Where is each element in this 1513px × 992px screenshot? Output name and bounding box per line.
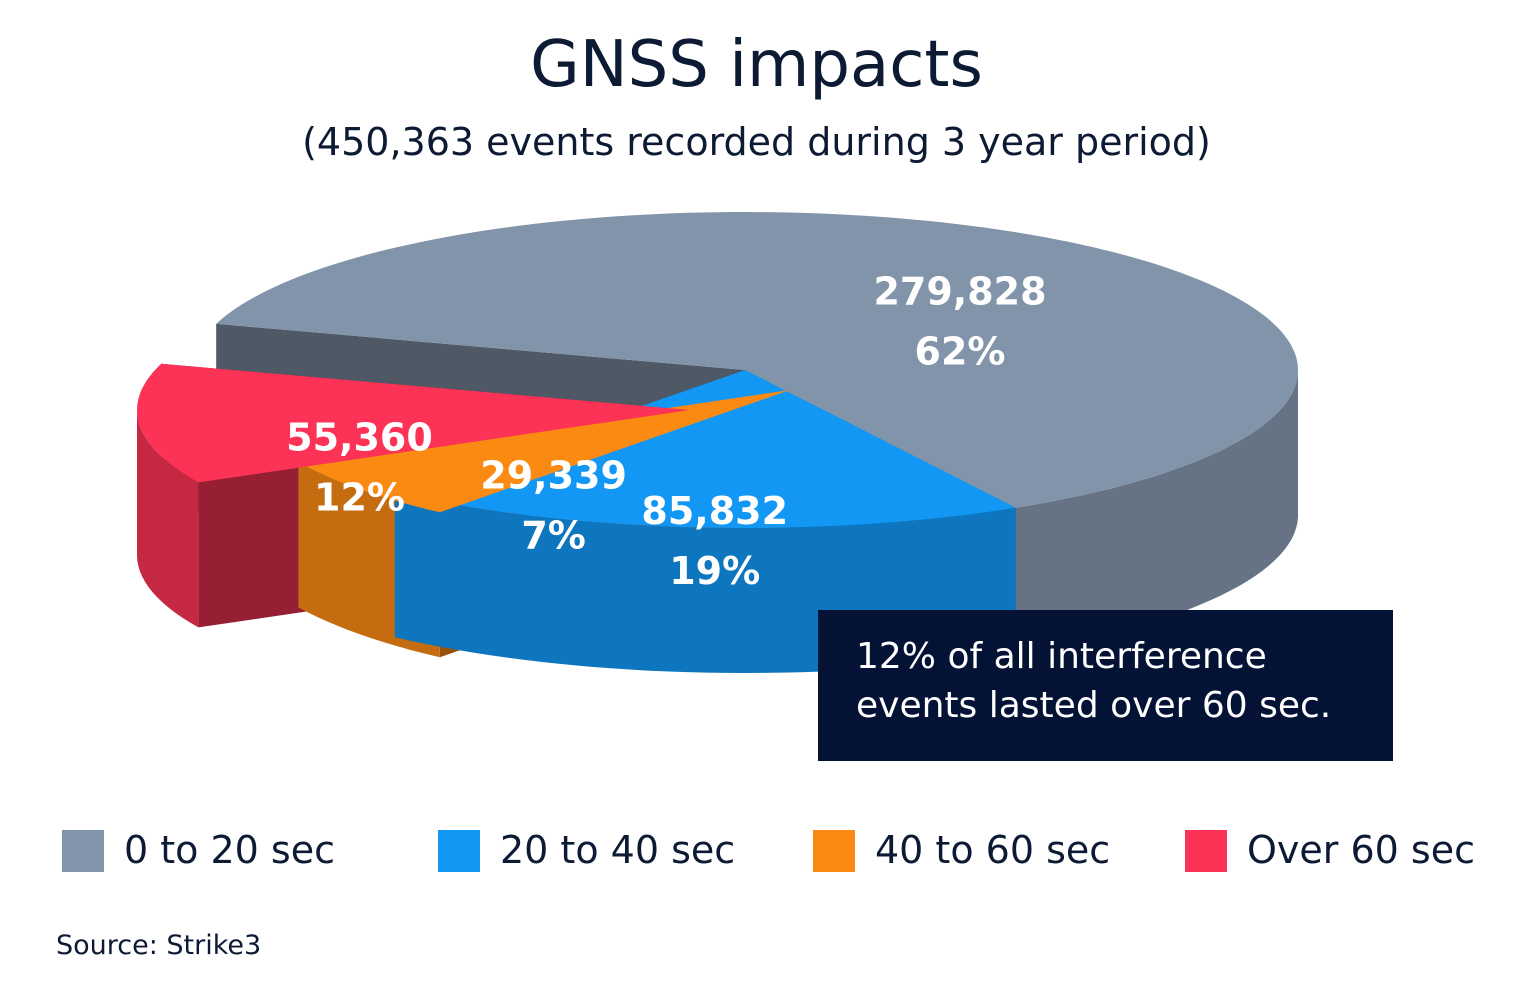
percent-label-40-to-60-sec: 7% [521, 513, 586, 557]
legend-label-0-20: 0 to 20 sec [124, 828, 335, 872]
pie-slice-20-to-40-sec [394, 370, 1016, 528]
percent-label-0-to-20-sec: 62% [915, 330, 1006, 374]
percent-label-over-60-sec: 12% [314, 476, 405, 520]
legend-label-40-60: 40 to 60 sec [875, 828, 1111, 872]
value-label-20-to-40-sec: 85,832 [641, 489, 788, 533]
legend-label-20-40: 20 to 40 sec [500, 828, 736, 872]
pie-slice-40-to-60-sec [298, 390, 790, 513]
legend-swatch-20-40 [438, 830, 480, 872]
value-label-40-to-60-sec: 29,339 [480, 453, 627, 497]
callout-line-1: 12% of all interference [856, 636, 1267, 677]
legend-label-over-60: Over 60 sec [1247, 828, 1475, 872]
legend: 0 to 20 sec 20 to 40 sec 40 to 60 sec Ov… [0, 826, 1513, 874]
callout-box: 12% of all interference events lasted ov… [818, 610, 1393, 761]
pie-slice-over-60-sec [137, 363, 690, 483]
legend-swatch-over-60 [1185, 830, 1227, 872]
callout-line-2: events lasted over 60 sec. [856, 685, 1332, 726]
percent-label-20-to-40-sec: 19% [669, 549, 760, 593]
source-note: Source: Strike3 [56, 930, 262, 961]
value-label-0-to-20-sec: 279,828 [873, 270, 1046, 314]
legend-swatch-0-20 [62, 830, 104, 872]
chart-subtitle: (450,363 events recorded during 3 year p… [302, 120, 1211, 164]
pie-rim-0-to-20-sec [1015, 372, 1298, 653]
value-label-over-60-sec: 55,360 [286, 416, 433, 460]
pie-rim-over-60-sec [137, 410, 199, 628]
chart-title: GNSS impacts [530, 28, 983, 102]
pie-slice-0-to-20-sec [216, 212, 1299, 508]
legend-swatch-40-60 [813, 830, 855, 872]
